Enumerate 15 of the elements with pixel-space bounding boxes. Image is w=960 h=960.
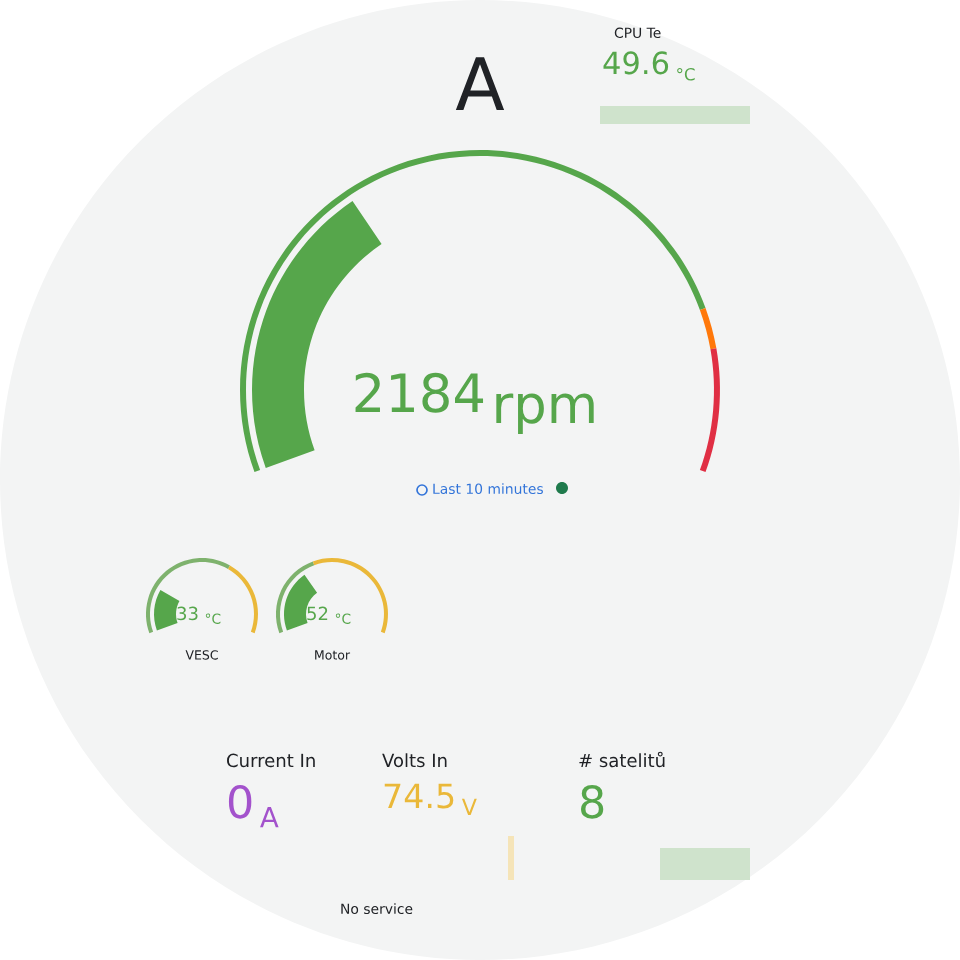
data-label: 8 [581, 785, 604, 819]
data-label: 52 [307, 606, 328, 621]
data-label: 49.6 [603, 51, 669, 75]
data-label: 2184 [355, 372, 484, 413]
text: V [461, 798, 477, 815]
text: A [260, 806, 279, 828]
text: A [455, 57, 505, 110]
text: °C [677, 67, 695, 81]
text: # satelitů [579, 751, 665, 768]
data-label: 33 [177, 606, 198, 621]
text: rpm [496, 393, 594, 434]
data-label: 74.5 [384, 783, 454, 809]
text: Current In [227, 753, 315, 768]
text: Volts In [382, 753, 447, 768]
data-label: 0 [228, 785, 252, 819]
